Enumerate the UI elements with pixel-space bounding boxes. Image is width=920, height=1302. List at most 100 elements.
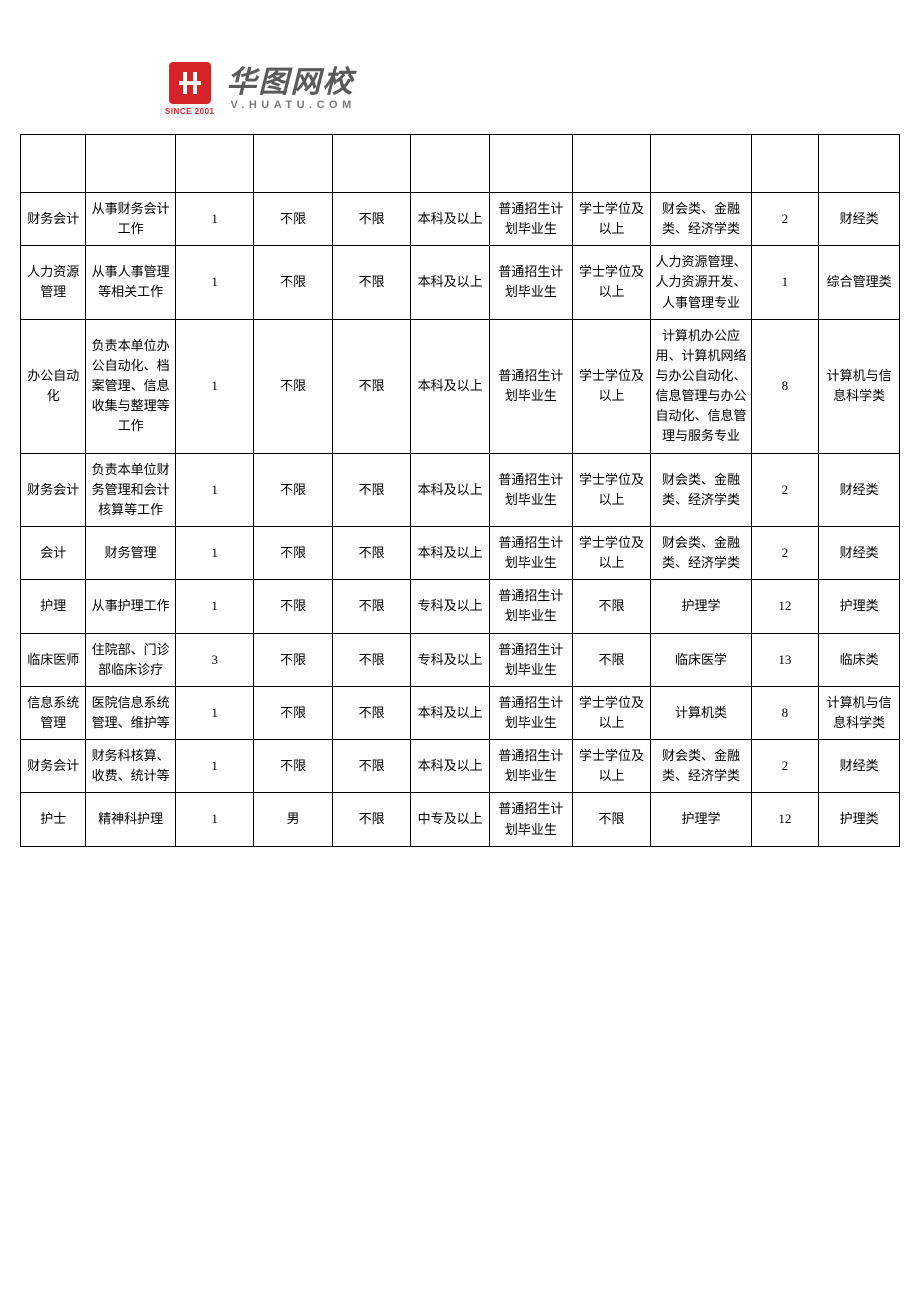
table-cell: 普通招生计划毕业生 [489, 686, 572, 739]
table-cell: 会计 [21, 526, 86, 579]
table-cell: 计算机办公应用、计算机网络与办公自动化、信息管理与办公自动化、信息管理与服务专业 [651, 319, 751, 453]
table-cell [411, 135, 490, 193]
table-cell: 12 [751, 793, 819, 846]
table-cell [819, 135, 900, 193]
table-cell: 财会类、金融类、经济学类 [651, 453, 751, 526]
table-cell: 学士学位及以上 [572, 686, 651, 739]
table-cell [21, 135, 86, 193]
table-cell: 1 [175, 246, 254, 319]
logo-text-block: 华图网校 V.HUATU.COM [226, 68, 355, 111]
table-cell [572, 135, 651, 193]
table-cell: 临床医师 [21, 633, 86, 686]
logo-brand-en: V.HUATU.COM [230, 100, 355, 111]
table-cell: 不限 [332, 193, 411, 246]
table-row: 护士精神科护理1男不限中专及以上普通招生计划毕业生不限护理学12护理类 [21, 793, 900, 846]
table-cell: 学士学位及以上 [572, 246, 651, 319]
table-cell: 不限 [254, 633, 333, 686]
table-cell: 财务管理 [86, 526, 175, 579]
table-cell: 综合管理类 [819, 246, 900, 319]
table-cell: 财务科核算、收费、统计等 [86, 740, 175, 793]
table-cell: 学士学位及以上 [572, 740, 651, 793]
table-cell: 计算机类 [651, 686, 751, 739]
table-cell: 不限 [332, 319, 411, 453]
table-cell: 1 [175, 526, 254, 579]
table-cell: 办公自动化 [21, 319, 86, 453]
table-cell: 本科及以上 [411, 453, 490, 526]
table-cell: 普通招生计划毕业生 [489, 319, 572, 453]
table-cell: 学士学位及以上 [572, 526, 651, 579]
table-cell: 不限 [332, 633, 411, 686]
table-cell: 1 [175, 793, 254, 846]
table-row: 人力资源管理从事人事管理等相关工作1不限不限本科及以上普通招生计划毕业生学士学位… [21, 246, 900, 319]
table-cell: 不限 [332, 686, 411, 739]
table-cell: 精神科护理 [86, 793, 175, 846]
table-cell: 本科及以上 [411, 686, 490, 739]
table-cell: 2 [751, 526, 819, 579]
table-cell [751, 135, 819, 193]
table-cell: 本科及以上 [411, 526, 490, 579]
logo-brand-cn: 华图网校 [226, 68, 355, 98]
table-cell: 财会类、金融类、经济学类 [651, 740, 751, 793]
logo-since-text: SINCE 2001 [165, 107, 214, 116]
table-row: 财务会计财务科核算、收费、统计等1不限不限本科及以上普通招生计划毕业生学士学位及… [21, 740, 900, 793]
recruitment-table: 财务会计从事财务会计工作1不限不限本科及以上普通招生计划毕业生学士学位及以上财会… [20, 134, 900, 847]
table-cell: 人力资源管理 [21, 246, 86, 319]
table-cell: 本科及以上 [411, 740, 490, 793]
table-cell: 护理 [21, 580, 86, 633]
table-cell: 1 [175, 740, 254, 793]
table-cell: 从事护理工作 [86, 580, 175, 633]
table-cell: 住院部、门诊部临床诊疗 [86, 633, 175, 686]
table-row [21, 135, 900, 193]
table-cell: 普通招生计划毕业生 [489, 740, 572, 793]
table-cell [86, 135, 175, 193]
table-cell: 财会类、金融类、经济学类 [651, 193, 751, 246]
table-cell: 1 [175, 319, 254, 453]
table-cell: 财经类 [819, 740, 900, 793]
table-cell: 计算机与信息科学类 [819, 319, 900, 453]
table-cell: 负责本单位办公自动化、档案管理、信息收集与整理等工作 [86, 319, 175, 453]
table-cell: 本科及以上 [411, 193, 490, 246]
header-logo: SINCE 2001 华图网校 V.HUATU.COM [0, 0, 920, 124]
table-cell: 普通招生计划毕业生 [489, 246, 572, 319]
table-cell: 护理学 [651, 793, 751, 846]
logo-mark-icon [169, 62, 211, 104]
table-cell: 2 [751, 453, 819, 526]
table-cell: 护理类 [819, 793, 900, 846]
document-page: SINCE 2001 华图网校 V.HUATU.COM 财务会计从事财务会计工作… [0, 0, 920, 847]
table-cell: 从事人事管理等相关工作 [86, 246, 175, 319]
table-cell: 不限 [332, 740, 411, 793]
table-cell [489, 135, 572, 193]
table-cell: 男 [254, 793, 333, 846]
table-row: 财务会计从事财务会计工作1不限不限本科及以上普通招生计划毕业生学士学位及以上财会… [21, 193, 900, 246]
table-cell: 信息系统管理 [21, 686, 86, 739]
table-cell: 1 [175, 686, 254, 739]
table-cell: 3 [175, 633, 254, 686]
table-cell [254, 135, 333, 193]
table-cell: 财务会计 [21, 193, 86, 246]
table-cell: 普通招生计划毕业生 [489, 193, 572, 246]
table-row: 护理从事护理工作1不限不限专科及以上普通招生计划毕业生不限护理学12护理类 [21, 580, 900, 633]
table-cell: 财务会计 [21, 453, 86, 526]
table-cell: 普通招生计划毕业生 [489, 580, 572, 633]
table-cell: 普通招生计划毕业生 [489, 453, 572, 526]
table-cell: 学士学位及以上 [572, 453, 651, 526]
table-cell: 财经类 [819, 453, 900, 526]
table-cell [651, 135, 751, 193]
table-cell: 普通招生计划毕业生 [489, 526, 572, 579]
table-row: 临床医师住院部、门诊部临床诊疗3不限不限专科及以上普通招生计划毕业生不限临床医学… [21, 633, 900, 686]
table-cell: 不限 [254, 526, 333, 579]
table-cell: 不限 [254, 580, 333, 633]
table-cell: 财务会计 [21, 740, 86, 793]
table-cell: 2 [751, 193, 819, 246]
table-row: 会计财务管理1不限不限本科及以上普通招生计划毕业生学士学位及以上财会类、金融类、… [21, 526, 900, 579]
table-cell: 不限 [254, 246, 333, 319]
table-cell: 13 [751, 633, 819, 686]
table-cell: 不限 [332, 453, 411, 526]
table-cell: 8 [751, 319, 819, 453]
table-cell: 1 [751, 246, 819, 319]
table-cell: 财会类、金融类、经济学类 [651, 526, 751, 579]
table-cell: 医院信息系统管理、维护等 [86, 686, 175, 739]
table-cell: 1 [175, 453, 254, 526]
table-cell: 学士学位及以上 [572, 319, 651, 453]
table-cell: 不限 [254, 193, 333, 246]
